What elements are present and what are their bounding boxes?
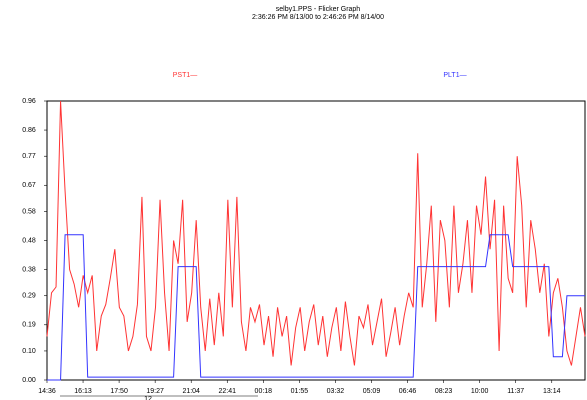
x-tick-label: 19:27 xyxy=(146,388,164,395)
x-tick-label: 05:09 xyxy=(363,388,381,395)
chart-subtitle: 2:36:26 PM 8/13/00 to 2:46:26 PM 8/14/00 xyxy=(252,14,384,21)
y-tick-label: 0.58 xyxy=(22,208,36,215)
y-tick-label: 0.38 xyxy=(22,266,36,273)
x-tick-label: 16:13 xyxy=(74,388,92,395)
x-tick-label: 10:00 xyxy=(471,388,489,395)
y-tick-label: 0.77 xyxy=(22,153,36,160)
y-tick-label: 0.86 xyxy=(22,127,36,134)
y-tick-label: 0.96 xyxy=(22,98,36,105)
y-tick-label: 0.00 xyxy=(22,377,36,384)
series-line xyxy=(46,100,586,366)
legend-entry: PST1— xyxy=(173,72,198,79)
legend-entry: PLT1— xyxy=(443,72,466,79)
y-tick-label: 0.10 xyxy=(22,348,36,355)
x-tick-label: 08:23 xyxy=(435,388,453,395)
x-tick-label: 01:55 xyxy=(291,388,309,395)
chart-title: selby1.PPS - Flicker Graph xyxy=(276,6,361,13)
x-tick-label: 06:46 xyxy=(399,388,417,395)
x-tick-label: 00:18 xyxy=(255,388,273,395)
series-line xyxy=(47,234,585,381)
x-tick-label: 11:37 xyxy=(507,388,524,395)
annotation: 12 xyxy=(144,396,152,400)
x-tick-label: 22:41 xyxy=(219,388,237,395)
x-tick-label: 14:36 xyxy=(38,388,56,395)
x-tick-label: 03:32 xyxy=(327,388,345,395)
y-tick-label: 0.29 xyxy=(22,293,36,300)
x-tick-label: 13:14 xyxy=(543,388,561,395)
y-tick-label: 0.67 xyxy=(22,182,36,189)
y-tick-label: 0.19 xyxy=(22,322,36,329)
plot-frame xyxy=(46,100,586,381)
x-tick-label: 17:50 xyxy=(110,388,128,395)
y-tick-label: 0.48 xyxy=(22,237,36,244)
x-tick-label: 21:04 xyxy=(182,388,200,395)
